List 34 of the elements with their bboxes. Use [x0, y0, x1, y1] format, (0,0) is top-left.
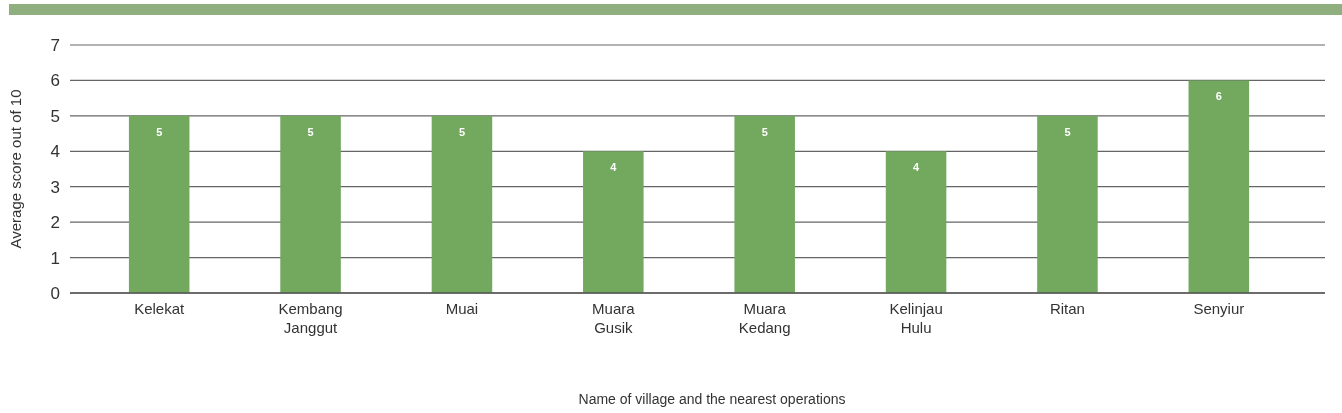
y-tick-label: 2 — [50, 213, 60, 233]
y-axis-title: Average score out of 10 — [7, 89, 24, 249]
y-tick-label: 6 — [50, 71, 60, 91]
bar — [128, 115, 190, 293]
bar — [885, 151, 947, 293]
bar — [583, 151, 644, 293]
y-tick-label: 0 — [50, 283, 60, 303]
y-tick-label: 5 — [50, 106, 60, 126]
bar — [280, 115, 341, 293]
y-tick-label: 4 — [50, 142, 60, 162]
data-label: 4 — [610, 161, 618, 174]
y-tick-label: 3 — [50, 177, 60, 197]
x-tick-label: Muai — [445, 300, 479, 317]
x-tick-label: Muara Kedang — [738, 300, 791, 336]
x-tick-label: Kembang Janggut — [278, 300, 343, 336]
data-label: 5 — [156, 125, 163, 138]
data-label: 4 — [913, 161, 920, 174]
x-axis-title: Name of village and the nearest operations — [578, 391, 846, 407]
data-label: 6 — [1215, 90, 1222, 103]
x-tick-label: Ritan — [1049, 300, 1085, 317]
bar — [1188, 80, 1250, 293]
x-tick-label: Kelinjau Hulu — [889, 300, 943, 336]
bar — [431, 115, 493, 293]
bar — [1037, 115, 1098, 293]
data-label: 5 — [307, 125, 314, 138]
x-tick-label: Senyiur — [1193, 300, 1245, 317]
bar — [734, 115, 795, 293]
y-tick-label: 7 — [50, 35, 60, 55]
x-tick-label: Kelekat — [134, 300, 186, 317]
data-label: 5 — [1064, 125, 1071, 138]
y-tick-label: 1 — [50, 248, 60, 268]
data-label: 5 — [458, 125, 465, 138]
data-label: 5 — [761, 125, 768, 138]
x-tick-label: Muara Gusik — [592, 300, 636, 336]
